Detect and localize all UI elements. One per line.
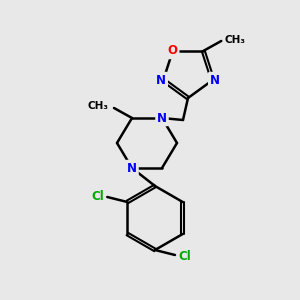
Text: O: O <box>168 44 178 58</box>
Text: N: N <box>156 74 166 86</box>
Text: CH₃: CH₃ <box>224 35 245 45</box>
Text: CH₃: CH₃ <box>88 101 109 111</box>
Text: N: N <box>210 74 220 86</box>
Text: N: N <box>127 161 137 175</box>
Text: Cl: Cl <box>92 190 104 202</box>
Text: N: N <box>157 112 167 124</box>
Text: Cl: Cl <box>178 250 191 263</box>
